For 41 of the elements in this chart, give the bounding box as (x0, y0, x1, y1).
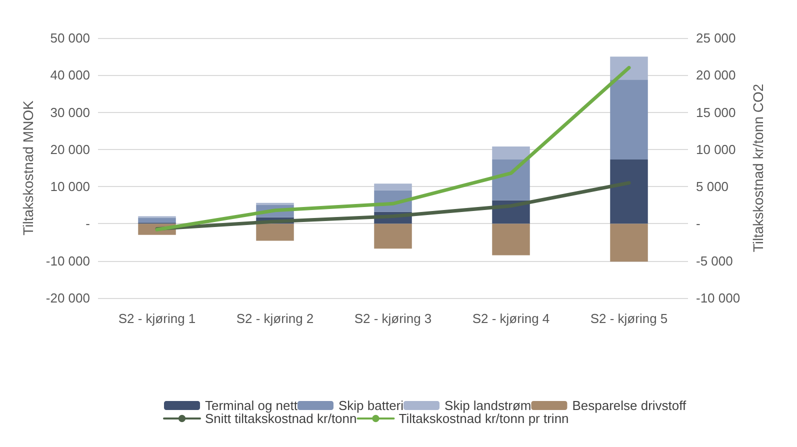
legend-label: Skip landstrøm (444, 398, 532, 413)
bar (138, 218, 176, 223)
legend-label: Terminal og nett (205, 398, 298, 413)
y-tick-label: 40 000 (50, 68, 90, 83)
y-tick-label: 30 000 (50, 104, 90, 120)
legend-label: Tiltakskostnad kr/tonn pr trinn (398, 411, 569, 426)
y-tick-label: 50 000 (50, 30, 90, 46)
y-axis-title: Tiltakskostnad MNOK (20, 100, 36, 236)
bar (610, 224, 648, 262)
bar (374, 224, 412, 249)
y-tick-label: -20 000 (46, 290, 90, 306)
x-tick-label: S2 - kjøring 5 (590, 311, 668, 326)
bar (256, 224, 294, 241)
y2-tick-label: 20 000 (696, 68, 736, 83)
y2-tick-label: 15 000 (696, 104, 736, 120)
y-tick-label: 20 000 (50, 142, 90, 157)
bar (610, 159, 648, 224)
y2-tick-label: 10 000 (696, 142, 736, 157)
y2-tick-label: 25 000 (696, 30, 736, 46)
line-series (155, 66, 631, 232)
bar (492, 159, 530, 200)
y2-axis-title: Tiltakskostnad kr/tonn CO2 (750, 84, 766, 252)
bar (492, 146, 530, 160)
y-tick-label: - (86, 216, 90, 232)
bar (610, 56, 648, 80)
y2-tick-label: -5 000 (696, 253, 733, 268)
x-tick-label: S2 - kjøring 3 (354, 311, 432, 326)
y2-tick-label: -10 000 (696, 290, 740, 306)
y2-tick-label: - (696, 216, 700, 232)
legend-label: Besparelse drivstoff (572, 398, 687, 413)
bar (492, 224, 530, 256)
x-tick-label: S2 - kjøring 2 (236, 311, 314, 326)
line-series (155, 181, 631, 231)
x-tick-label: S2 - kjøring 1 (118, 311, 196, 326)
y2-tick-label: 5 000 (696, 179, 729, 194)
y-tick-label: -10 000 (46, 253, 90, 268)
legend-label: Skip batteri (338, 398, 404, 413)
y-tick-label: 10 000 (50, 179, 90, 194)
x-tick-label: S2 - kjøring 4 (472, 311, 550, 326)
bar (374, 184, 412, 190)
bar (610, 80, 648, 160)
